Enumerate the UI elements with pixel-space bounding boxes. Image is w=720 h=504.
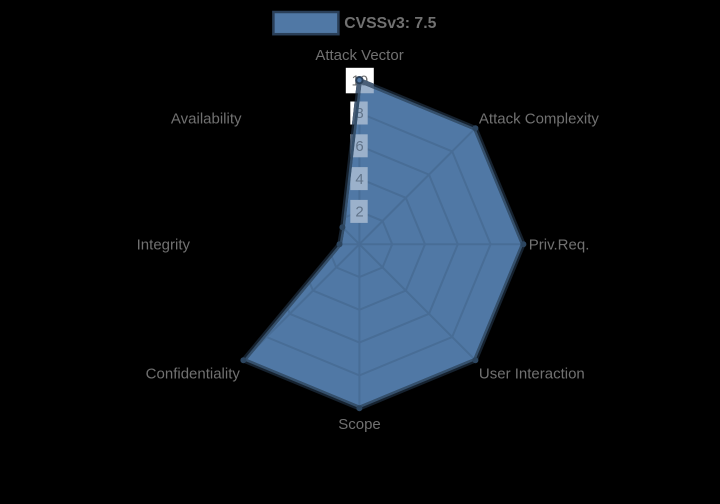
svg-text:2: 2 [355, 204, 363, 221]
svg-text:Scope: Scope [338, 416, 381, 433]
svg-text:Confidentiality: Confidentiality [146, 365, 241, 382]
svg-text:4: 4 [355, 171, 363, 188]
svg-text:8: 8 [355, 105, 363, 122]
svg-text:Attack Complexity: Attack Complexity [479, 111, 600, 128]
svg-text:Priv.Req.: Priv.Req. [529, 236, 590, 253]
svg-text:6: 6 [355, 138, 363, 155]
svg-text:Attack Vector: Attack Vector [315, 47, 403, 64]
svg-text:User Interaction: User Interaction [479, 365, 585, 382]
svg-text:Availability: Availability [171, 111, 242, 128]
svg-text:CVSSv3: 7.5: CVSSv3: 7.5 [344, 15, 436, 32]
svg-text:Integrity: Integrity [137, 236, 191, 253]
